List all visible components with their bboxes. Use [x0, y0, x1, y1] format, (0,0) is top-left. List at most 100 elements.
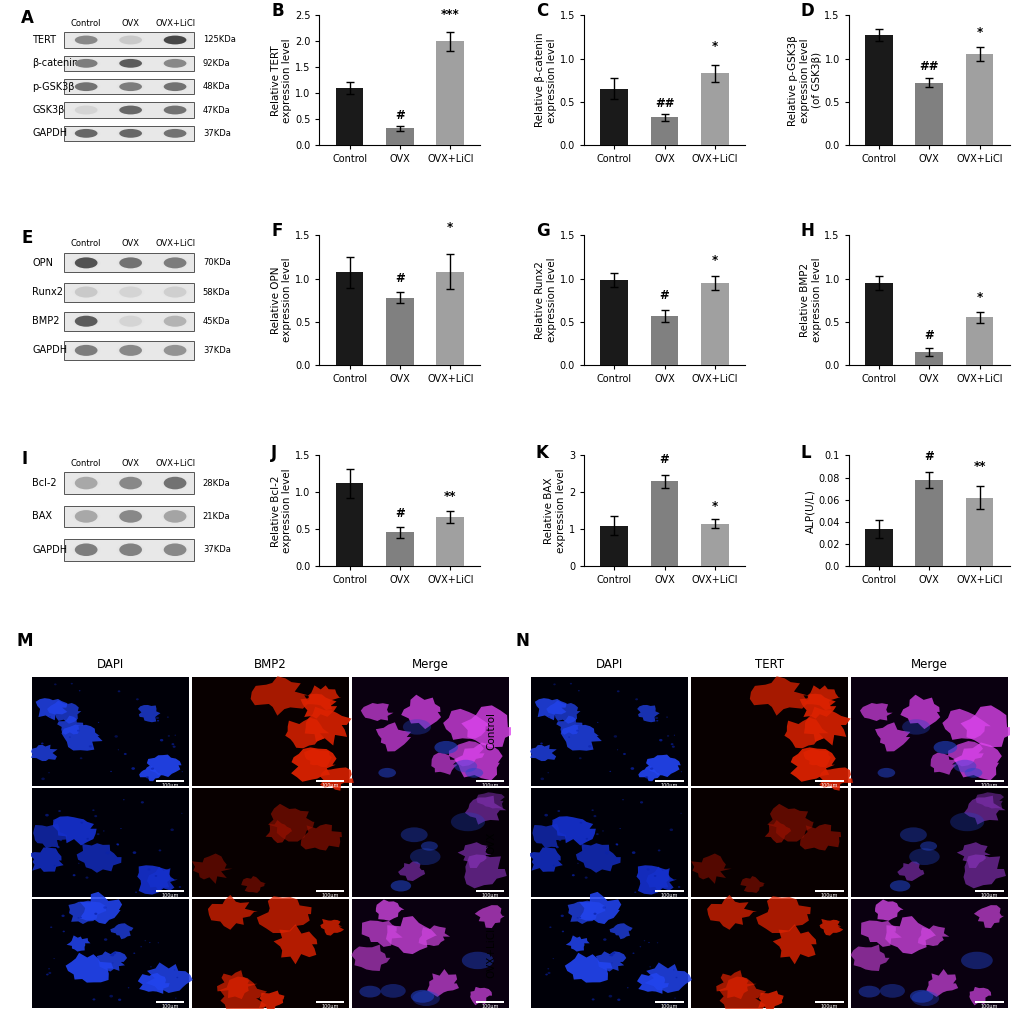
Polygon shape	[874, 899, 903, 921]
Ellipse shape	[665, 717, 667, 718]
Bar	[352, 677, 508, 785]
Ellipse shape	[578, 690, 579, 691]
Ellipse shape	[126, 548, 135, 552]
Ellipse shape	[93, 998, 96, 1000]
Polygon shape	[361, 703, 393, 721]
Text: OVX: OVX	[121, 459, 140, 468]
Bar	[864, 35, 892, 145]
Ellipse shape	[84, 321, 89, 323]
Ellipse shape	[83, 39, 90, 41]
Ellipse shape	[619, 828, 621, 829]
Ellipse shape	[647, 942, 649, 943]
Polygon shape	[476, 793, 504, 809]
Ellipse shape	[173, 970, 175, 971]
Bar	[64, 33, 194, 47]
Bar	[316, 779, 344, 781]
Bar	[64, 126, 194, 141]
Text: 48KDa: 48KDa	[203, 82, 230, 91]
Ellipse shape	[858, 986, 879, 997]
Polygon shape	[66, 935, 91, 951]
Ellipse shape	[544, 814, 547, 816]
Bar	[386, 128, 414, 145]
Text: Control: Control	[486, 713, 496, 751]
Polygon shape	[138, 973, 169, 994]
Ellipse shape	[545, 974, 547, 976]
Ellipse shape	[74, 544, 98, 556]
Ellipse shape	[74, 59, 98, 68]
Text: *: *	[975, 26, 981, 39]
Ellipse shape	[46, 974, 49, 976]
Text: 100μm: 100μm	[660, 894, 678, 898]
Polygon shape	[637, 705, 659, 722]
Ellipse shape	[103, 830, 105, 831]
Ellipse shape	[171, 61, 179, 65]
Text: K: K	[535, 444, 548, 462]
Y-axis label: Relative Bcl-2
expression level: Relative Bcl-2 expression level	[270, 469, 292, 553]
Ellipse shape	[158, 850, 161, 851]
Ellipse shape	[74, 315, 98, 327]
Polygon shape	[448, 741, 484, 766]
Ellipse shape	[149, 942, 151, 943]
Text: Bcl-2: Bcl-2	[33, 478, 57, 488]
Text: 37KDa: 37KDa	[203, 129, 230, 138]
Ellipse shape	[81, 38, 92, 42]
Polygon shape	[546, 700, 580, 724]
Ellipse shape	[118, 998, 121, 1001]
Y-axis label: Relative Runx2
expression level: Relative Runx2 expression level	[535, 258, 556, 342]
Ellipse shape	[658, 739, 662, 741]
Ellipse shape	[119, 105, 142, 115]
Ellipse shape	[602, 906, 605, 909]
Polygon shape	[645, 866, 677, 892]
Polygon shape	[576, 843, 621, 872]
Bar	[476, 891, 504, 892]
Text: 100μm: 100μm	[980, 782, 998, 787]
Ellipse shape	[453, 760, 477, 772]
Polygon shape	[138, 865, 171, 895]
Bar	[192, 788, 348, 897]
Ellipse shape	[127, 987, 129, 988]
Text: GAPDH: GAPDH	[33, 545, 67, 555]
Ellipse shape	[83, 548, 90, 552]
Ellipse shape	[50, 927, 52, 928]
Ellipse shape	[579, 916, 581, 919]
Bar	[700, 283, 728, 365]
Ellipse shape	[84, 39, 89, 41]
Ellipse shape	[145, 940, 146, 941]
Polygon shape	[53, 816, 97, 846]
Ellipse shape	[131, 767, 135, 770]
Ellipse shape	[114, 735, 118, 737]
Ellipse shape	[899, 827, 926, 842]
Polygon shape	[217, 970, 257, 999]
Ellipse shape	[547, 716, 549, 718]
Bar	[64, 472, 194, 494]
Ellipse shape	[72, 874, 75, 877]
Ellipse shape	[172, 262, 177, 264]
Polygon shape	[257, 896, 311, 933]
Ellipse shape	[125, 260, 136, 265]
Ellipse shape	[164, 82, 186, 91]
Polygon shape	[240, 877, 266, 893]
Ellipse shape	[173, 350, 176, 351]
Ellipse shape	[126, 85, 135, 88]
Bar	[436, 41, 464, 145]
Polygon shape	[963, 796, 1005, 824]
Ellipse shape	[120, 828, 121, 829]
Ellipse shape	[129, 516, 131, 517]
Polygon shape	[29, 848, 63, 871]
Ellipse shape	[585, 838, 588, 840]
Polygon shape	[534, 698, 567, 720]
Ellipse shape	[627, 987, 628, 988]
Ellipse shape	[576, 918, 578, 919]
Polygon shape	[290, 748, 336, 781]
Ellipse shape	[165, 37, 184, 43]
Ellipse shape	[126, 481, 135, 485]
Ellipse shape	[623, 753, 626, 755]
Ellipse shape	[157, 720, 159, 722]
Ellipse shape	[97, 834, 100, 836]
Ellipse shape	[579, 758, 581, 759]
Ellipse shape	[127, 349, 133, 351]
Polygon shape	[740, 877, 764, 893]
Text: F: F	[271, 222, 282, 241]
Polygon shape	[764, 820, 791, 843]
Ellipse shape	[164, 345, 186, 356]
